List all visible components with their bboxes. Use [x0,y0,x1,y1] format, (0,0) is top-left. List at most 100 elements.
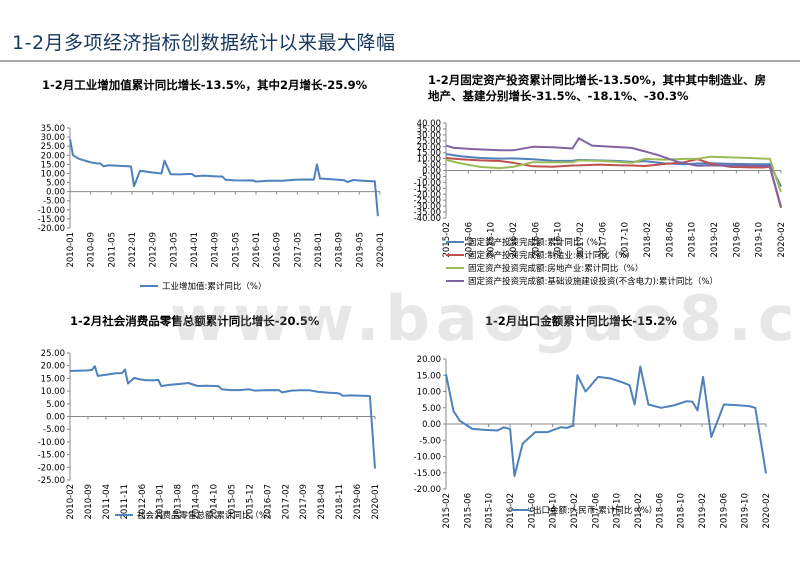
x-tick-label: 2016-07 [263,484,273,520]
chart-retail-sales: -25.00 -20.00 -15.00 -10.00 -5.00 0.00 5.00 10.… [38,349,381,521]
y-tick-label: -20.00 [38,463,65,473]
chart-exports: -20.00 -15.00 -10.00 -5.00 0.00 5.00 10.00 15.0… [414,355,772,529]
legend-label: 社会消费品零售总额:累计同比（%） [137,510,275,521]
x-tick-label: 2018-11 [335,484,345,520]
x-tick-label: 2017-02 [576,222,586,258]
x-tick-label: 2010-02 [66,484,76,520]
y-tick-label: 15.00 [417,149,441,159]
x-tick-label: 2011-11 [120,484,130,520]
y-tick-label: -35.00 [414,208,441,218]
y-tick-label: 25.00 [41,349,65,359]
x-tick-label: 2016-01 [252,232,262,268]
x-tick-label: 2015-12 [245,484,255,520]
y-tick-label: 30.00 [417,131,441,141]
x-tick-label: 2017-10 [621,222,631,258]
y-tick-label: -5.00 [43,425,65,435]
series-line-4 [445,137,782,207]
y-tick-label: 15.00 [41,160,65,170]
x-tick-label: 2014-03 [192,484,202,520]
y-tick-label: -10.00 [414,453,441,463]
legend-label: 固定资产投资完成额:房地产业:累计同比（%） [468,263,643,274]
y-tick-label: -25.00 [38,476,65,486]
y-tick-label: -15.00 [414,184,441,194]
x-tick-label: 2016-06 [527,493,537,529]
x-tick-label: 2013-01 [156,484,166,520]
x-tick-label: 2015-06 [463,493,473,529]
y-tick-label: -5.00 [419,436,441,446]
x-tick-label: 2017-02 [570,493,580,529]
x-tick-label: 2011-05 [107,232,117,268]
y-tick-label: -20.00 [414,485,441,495]
x-tick-label: 2019-06 [719,493,729,529]
x-tick-label: 2015-05 [227,484,237,520]
chart4-title: 1-2月出口金额累计同比增长-15.2% [485,314,677,328]
y-tick-label: -20.00 [414,190,441,200]
x-tick-label: 2019-10 [741,493,751,529]
x-tick-label: 2017-05 [293,232,303,268]
chart-industrial-value-added: -20.00-15.00-10.00-5.000.005.0010.0015.0… [38,124,386,292]
page-title: 1-2月多项经济指标创数据统计以来最大降幅 [12,32,396,54]
y-tick-label: 35.00 [41,124,65,134]
y-tick-label: -15.00 [38,451,65,461]
y-tick-label: 35.00 [417,125,441,135]
x-tick-label: 2017-06 [598,222,608,258]
y-tick-label: -25.00 [414,196,441,206]
x-tick-label: 2012-09 [149,232,159,268]
chart3-title: 1-2月社会消费品零售总额累计同比增长-20.5% [70,314,320,328]
x-tick-label: 2018-10 [688,222,698,258]
x-tick-label: 2019-02 [698,493,708,529]
y-tick-label: 5.00 [46,400,65,410]
x-tick-label: 2017-02 [281,484,291,520]
y-tick-label: -10.00 [38,206,65,216]
x-tick-label: 2016-06 [531,222,541,258]
y-tick-label: 15.00 [41,374,65,384]
x-tick-label: 2012-01 [128,232,138,268]
x-tick-label: 2018-04 [317,484,327,520]
x-tick-label: 2016-10 [554,222,564,258]
legend-label: 工业增加值:累计同比（%） [162,281,266,292]
y-tick-label: 5.00 [46,179,65,189]
x-tick-label: 2014-01 [190,232,200,268]
legend-label: 固定资产投资完成额:制造业:累计同比（%） [468,250,635,261]
y-tick-label: -20.00 [38,224,65,234]
x-tick-label: 2015-02 [442,222,452,258]
y-tick-label: 5.00 [422,404,441,414]
x-tick-label: 2014-10 [210,484,220,520]
x-tick-label: 2018-06 [665,222,675,258]
x-tick-label: 2018-02 [643,222,653,258]
y-tick-label: 0.00 [46,188,65,198]
x-tick-label: 2018-09 [335,232,345,268]
x-tick-label: 2019-10 [755,222,765,258]
x-tick-label: 2013-08 [174,484,184,520]
x-tick-label: 2015-02 [442,493,452,529]
y-tick-label: 20.00 [41,151,65,161]
x-tick-label: 2010-09 [87,232,97,268]
y-tick-label: -15.00 [414,469,441,479]
x-tick-label: 2012-06 [138,484,148,520]
y-tick-label: 10.00 [41,387,65,397]
x-tick-label: 2016-02 [509,222,519,258]
x-tick-label: 2019-06 [353,484,363,520]
legend-label: 固定资产投资完成额:基础设施建设投资(不含电力):累计同比（%） [468,276,718,287]
y-tick-label: -10.00 [38,438,65,448]
legend-label: 出口金额:人民币:累计同比（%） [533,505,657,516]
series-line-2 [445,157,782,209]
x-tick-label: 2019-02 [710,222,720,258]
y-tick-label: 10.00 [417,155,441,165]
x-tick-label: 2018-02 [634,493,644,529]
series-line-1 [69,365,376,469]
y-tick-label: -15.00 [38,215,65,225]
y-tick-label: 10.00 [41,169,65,179]
x-tick-label: 2015-06 [464,222,474,258]
x-tick-label: 2017-09 [299,484,309,520]
x-tick-label: 2014-09 [211,232,221,268]
y-tick-label: 0.00 [422,167,441,177]
series-line-1 [69,138,379,217]
y-tick-label: 10.00 [417,388,441,398]
series-line-3 [445,155,782,193]
y-tick-label: 20.00 [417,355,441,365]
title-divider [0,60,800,62]
y-tick-label: 5.00 [422,161,441,171]
chart-fixed-asset-investment: -40.00-35.00-30.00-25.00-20.00-15.00-10.… [414,119,787,287]
y-tick-label: -30.00 [414,202,441,212]
